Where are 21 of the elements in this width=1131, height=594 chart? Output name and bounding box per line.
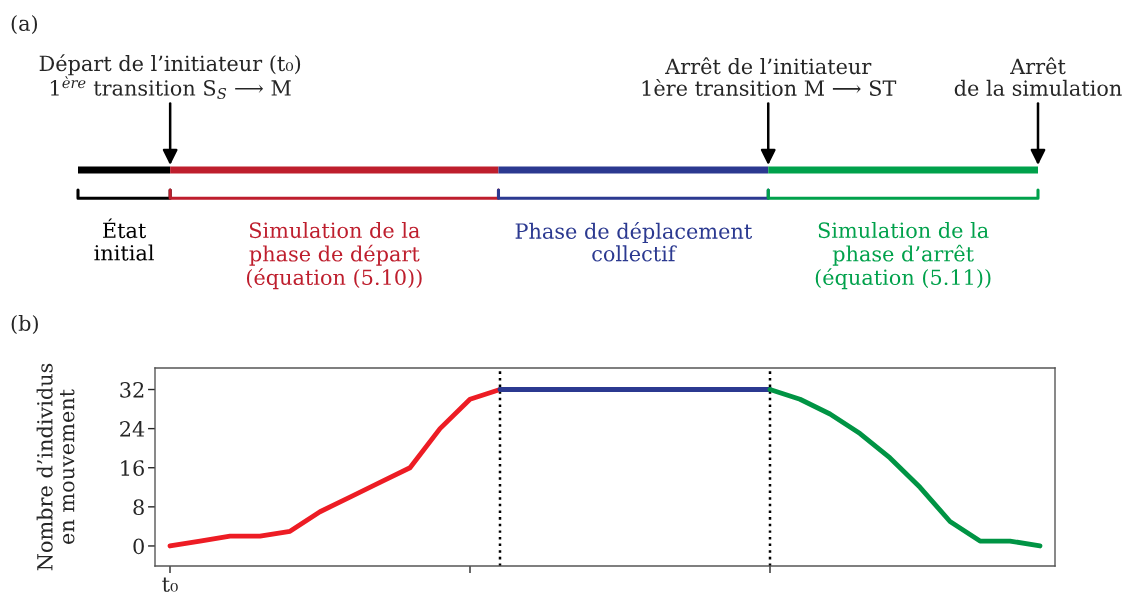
line-series xyxy=(767,387,1043,549)
bar xyxy=(498,166,769,174)
text: Phase de déplacement collectif xyxy=(515,222,753,262)
text: Départ de l’initiateur (t₀) 1$^{ère}$ transition S$_{S}$ ⟶ M xyxy=(39,54,301,99)
legend-label: État initial xyxy=(94,218,154,261)
chart-title: (a) xyxy=(11,14,38,34)
text: Simulation de la phase d’arrêt (équation (5.11)) xyxy=(815,222,991,290)
y-axis-title: Nombre d’individus en mouvement xyxy=(36,363,75,571)
text: Simulation de la phase de départ (équation (5.10)) xyxy=(246,222,422,290)
y-tick-label: 32 xyxy=(120,381,144,398)
y-tick-label: 8 xyxy=(133,499,144,516)
x-tick-label: t₀ xyxy=(162,577,178,592)
chart-title: (b) xyxy=(11,314,38,334)
y-tick-label: 24 xyxy=(120,421,145,437)
text: Arrêt de l’initiateur 1ère transition M ⟶ ST xyxy=(642,57,897,96)
text: Arrêt de la simulation xyxy=(954,57,1122,96)
y-tick-label: 16 xyxy=(121,460,144,476)
bar xyxy=(768,166,1038,174)
y-tick-label: 0 xyxy=(133,538,144,555)
bar xyxy=(78,166,171,174)
bar xyxy=(170,166,499,174)
